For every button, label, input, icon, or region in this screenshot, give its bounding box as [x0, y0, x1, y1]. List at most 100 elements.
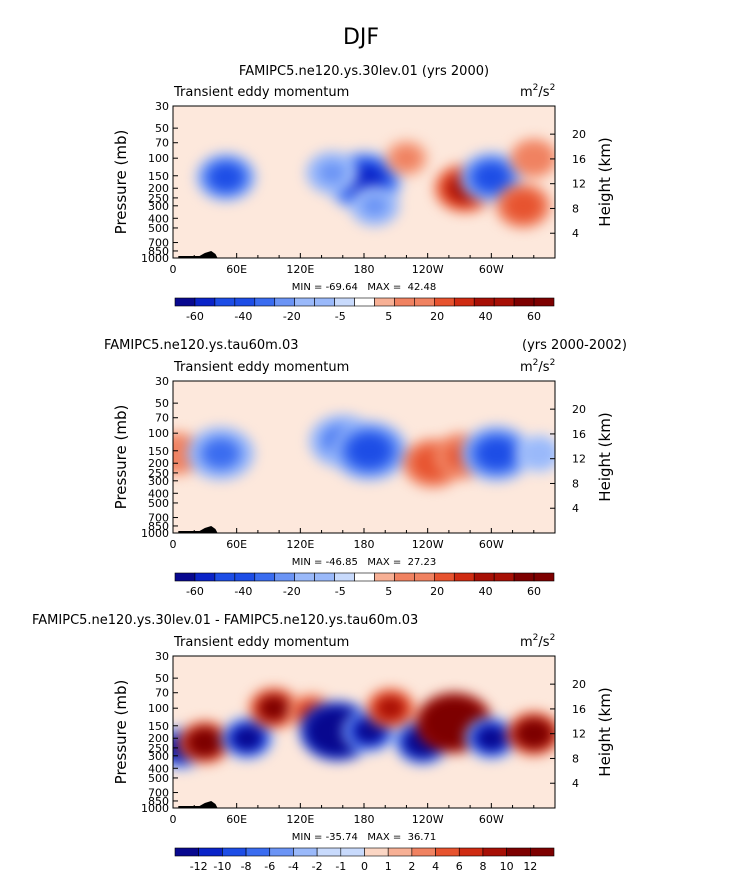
colorbar-box	[174, 572, 196, 582]
panel-1-colorbar: -60 -40 -20 -5 5 20 40 60	[174, 297, 555, 323]
panel-3-title-left: FAMIPC5.ne120.ys.30lev.01 - FAMIPC5.ne12…	[32, 613, 418, 628]
panel-2-title-right: (yrs 2000-2002)	[522, 338, 627, 353]
field-feature-11	[519, 722, 548, 746]
colorbar-label: 0	[361, 860, 368, 873]
y2-tick-label: 12	[572, 178, 586, 191]
colorbar-box	[354, 572, 375, 582]
x-tick-label: 120W	[412, 263, 444, 276]
field-feature-5	[475, 164, 508, 191]
panel-1-ylabel: Pressure (mb)	[112, 130, 130, 235]
colorbar-box	[334, 297, 355, 307]
panel-2-colorbar: -60 -40 -20 -5 5 20 40 60	[174, 572, 555, 598]
panel-1: FAMIPC5.ne120.ys.30lev.01 (yrs 2000) Tra…	[112, 64, 614, 323]
colorbar-box	[340, 847, 365, 857]
y-tick-label: 200	[148, 457, 169, 470]
y-tick-label: 400	[148, 762, 169, 775]
colorbar-label: 20	[430, 585, 444, 598]
y-tick-label: 250	[148, 192, 169, 205]
y2-tick-label: 20	[572, 678, 586, 691]
field-blobs	[173, 687, 555, 770]
colorbar-label: 60	[527, 585, 541, 598]
colorbar-box	[493, 297, 515, 307]
panel-1-title: FAMIPC5.ne120.ys.30lev.01 (yrs 2000)	[239, 64, 489, 79]
field-feature-2	[318, 161, 346, 184]
panel-1-field	[173, 106, 555, 258]
x-tick-label: 120W	[412, 538, 444, 551]
y-tick-label: 700	[148, 237, 169, 250]
x-tick-label: 0	[170, 538, 177, 551]
colorbar-box	[194, 572, 216, 582]
x-tick-label: 0	[170, 263, 177, 276]
panel-2-field	[173, 381, 555, 533]
colorbar-label: -8	[241, 860, 252, 873]
x-tick-label: 60W	[479, 813, 504, 826]
colorbar-box	[374, 572, 395, 582]
y-tick-label: 70	[155, 412, 169, 425]
x-tick-label: 60E	[226, 813, 247, 826]
y-tick-label: 1000	[141, 802, 169, 815]
colorbar-box	[354, 297, 375, 307]
colorbar-box	[394, 297, 415, 307]
colorbar-label: -2	[312, 860, 323, 873]
colorbar-label: -60	[186, 310, 204, 323]
y-tick-label: 300	[148, 750, 169, 763]
x-tick-label: 120E	[286, 813, 314, 826]
y2-tick-label: 16	[572, 153, 586, 166]
colorbar-label: -10	[213, 860, 231, 873]
y-tick-label: 30	[155, 100, 169, 113]
colorbar-label: 6	[456, 860, 463, 873]
panel-3-ylabel: Pressure (mb)	[112, 680, 130, 785]
y2-tick-label: 4	[572, 777, 579, 790]
colorbar-label: -20	[283, 585, 301, 598]
panel-2-y2label: Height (km)	[596, 412, 614, 501]
x-tick-label: 60E	[226, 263, 247, 276]
x-tick-label: 120E	[286, 538, 314, 551]
field-blobs	[173, 414, 555, 488]
colorbar-box	[316, 847, 342, 857]
panel-3: FAMIPC5.ne120.ys.30lev.01 - FAMIPC5.ne12…	[32, 613, 614, 873]
x-tick-label: 60W	[479, 263, 504, 276]
y-tick-label: 1000	[141, 527, 169, 540]
field-feature-10	[477, 727, 505, 750]
colorbar-box	[513, 297, 535, 307]
field-feature-6	[509, 194, 538, 218]
colorbar-box	[214, 572, 236, 582]
y-tick-label: 500	[148, 772, 169, 785]
y2-tick-label: 12	[572, 453, 586, 466]
y-tick-label: 70	[155, 687, 169, 700]
y-tick-label: 150	[148, 445, 169, 458]
panel-3-y2label: Height (km)	[596, 687, 614, 776]
y-tick-label: 500	[148, 497, 169, 510]
y2-tick-label: 20	[572, 128, 586, 141]
colorbar-box	[294, 297, 315, 307]
colorbar-box	[245, 847, 271, 857]
colorbar-box	[533, 572, 555, 582]
colorbar-box	[254, 297, 276, 307]
field-feature-1	[203, 439, 238, 468]
colorbar-box	[513, 572, 535, 582]
x-tick-label: 120E	[286, 263, 314, 276]
colorbar-label: -20	[283, 310, 301, 323]
colorbar-box	[493, 572, 515, 582]
y2-tick-label: 8	[572, 477, 579, 490]
colorbar-label: -60	[186, 585, 204, 598]
y-tick-label: 700	[148, 512, 169, 525]
y2-tick-label: 20	[572, 403, 586, 416]
panel-2-stats: MIN = -46.85 MAX = 27.23	[292, 557, 436, 568]
y-tick-label: 400	[148, 212, 169, 225]
y2-tick-label: 4	[572, 227, 579, 240]
colorbar-label: 4	[432, 860, 439, 873]
panel-3-axes: 0 60E 120E 180 120W 60W3050701001502002503004…	[141, 650, 586, 826]
y-tick-label: 150	[148, 170, 169, 183]
colorbar-box	[394, 572, 415, 582]
colorbar-box	[314, 572, 335, 582]
field-feature-7	[378, 697, 403, 719]
y-tick-label: 100	[148, 427, 169, 440]
panel-1-y2label: Height (km)	[596, 137, 614, 226]
colorbar-label: 1	[385, 860, 392, 873]
y2-tick-label: 16	[572, 428, 586, 441]
colorbar-box	[411, 847, 436, 857]
colorbar-label: 60	[527, 310, 541, 323]
colorbar-box	[458, 847, 484, 857]
colorbar-box	[198, 847, 223, 857]
